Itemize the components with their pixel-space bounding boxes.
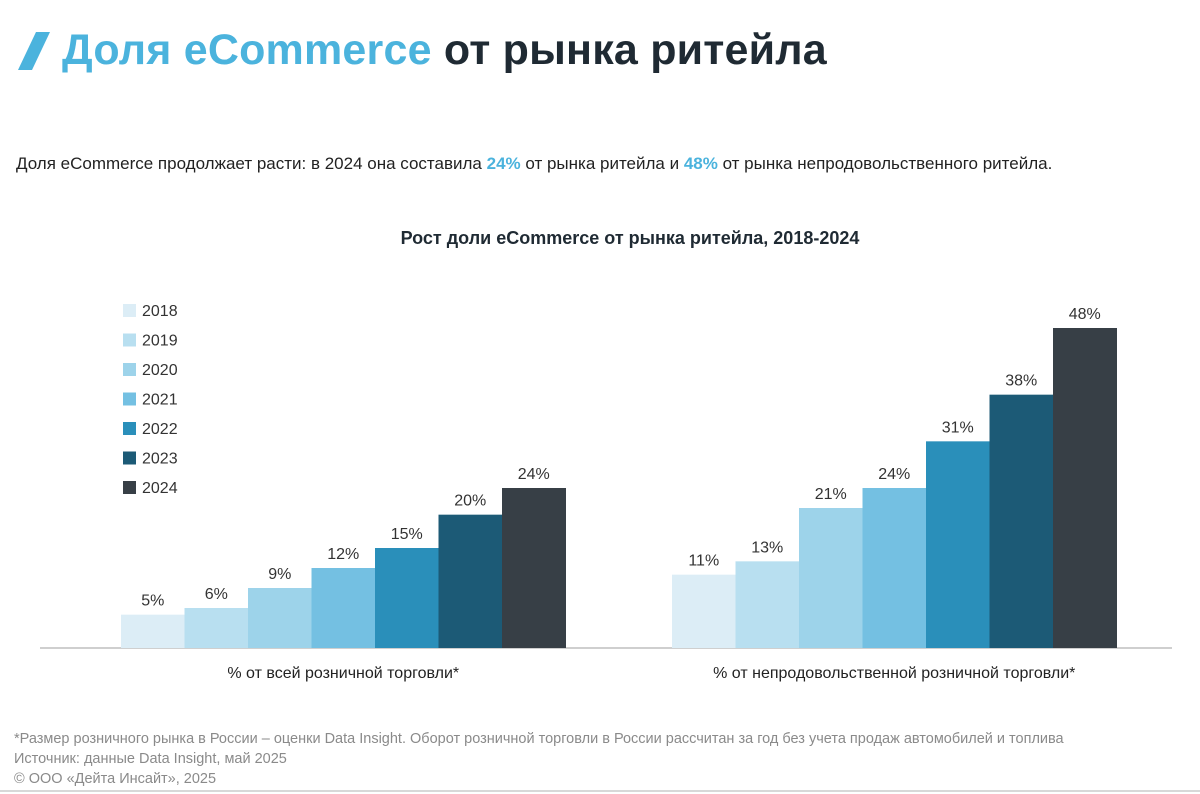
data-label-2023-group-1: 20% [454, 493, 486, 510]
data-label-2020-group-1: 9% [268, 566, 291, 583]
bar-2024-group-1 [502, 488, 566, 648]
data-label-2019-group-2: 13% [751, 539, 783, 556]
bar-2022-group-2 [926, 441, 990, 648]
footer-copyright: © ООО «Дейта Инсайт», 2025 [14, 771, 217, 787]
footer-source: Источник: данные Data Insight, май 2025 [14, 751, 287, 767]
footer: *Размер розничного рынка в России – оцен… [14, 729, 1064, 789]
legend-swatch-2018 [123, 304, 136, 317]
page-title-rest: от рынка ритейла [443, 25, 827, 74]
data-label-2024-group-1: 24% [518, 466, 550, 483]
category-label-2: % от непродовольственной розничной торго… [713, 665, 1075, 682]
intro-part1: Доля eCommerce продолжает расти: в 2024 … [16, 154, 487, 173]
bar-2021-group-1 [311, 568, 376, 648]
bar-2023-group-1 [438, 514, 503, 648]
data-label-2022-group-2: 31% [942, 419, 974, 436]
legend-swatch-2021 [123, 392, 136, 406]
intro-part3: от рынка непродовольственного ритейла. [717, 154, 1053, 173]
data-label-2023-group-2: 38% [1005, 373, 1037, 390]
data-label-2020-group-2: 21% [815, 486, 847, 503]
data-label-2024-group-2: 48% [1069, 306, 1101, 323]
intro-part2: от рынка ритейла и [520, 154, 684, 173]
bar-2024-group-2 [1053, 328, 1117, 648]
intro-value-retail: 24% [486, 154, 521, 173]
data-label-2019-group-1: 6% [205, 586, 228, 603]
bar-2019-group-2 [735, 561, 800, 648]
chart-title: Рост доли eCommerce от рынка ритейла, 20… [400, 228, 860, 248]
data-label-2018-group-1: 5% [141, 593, 164, 610]
bar-2023-group-2 [989, 394, 1054, 648]
legend-swatch-2020 [123, 363, 136, 376]
data-label-2021-group-1: 12% [327, 546, 359, 563]
bar-2018-group-1 [121, 614, 185, 648]
legend-label-2021: 2021 [142, 392, 178, 409]
category-label-1: % от всей розничной торговли* [227, 665, 459, 682]
legend-label-2022: 2022 [142, 421, 178, 438]
legend-swatch-2024 [123, 481, 136, 494]
legend-label-2023: 2023 [142, 451, 178, 468]
bar-2019-group-1 [184, 608, 249, 648]
bar-chart: 5% 11% 6% 13% 9% 21% 12% 24% 15% 31% 20% 38% 24% 48%%… [40, 303, 1172, 682]
legend-swatch-2023 [123, 451, 136, 465]
intro-value-nonfood: 48% [683, 154, 718, 173]
bar-2018-group-2 [672, 574, 736, 648]
intro-text: Доля eCommerce продолжает расти: в 2024 … [16, 154, 1052, 174]
bar-2020-group-2 [799, 508, 863, 648]
legend-swatch-2022 [123, 422, 136, 435]
legend-label-2024: 2024 [142, 480, 178, 497]
page-title-accent: Доля eCommerce [62, 25, 432, 74]
bar-2020-group-1 [248, 588, 312, 648]
legend-label-2019: 2019 [142, 333, 178, 350]
bar-2022-group-1 [375, 548, 439, 648]
bar-2021-group-2 [862, 488, 927, 648]
legend-label-2018: 2018 [142, 303, 178, 320]
legend-swatch-2019 [123, 333, 136, 347]
page-title: Доля eCommerce от рынка ритейла [62, 26, 827, 75]
page-header: Доля eCommerce от рынка ритейла [14, 22, 827, 78]
legend-label-2020: 2020 [142, 362, 178, 379]
data-label-2018-group-2: 11% [688, 553, 719, 570]
footer-note: *Размер розничного рынка в России – оцен… [14, 731, 1064, 747]
data-label-2021-group-2: 24% [878, 466, 910, 483]
bottom-divider [0, 790, 1200, 792]
data-label-2022-group-1: 15% [391, 526, 423, 543]
slash-logo-icon [14, 28, 54, 72]
